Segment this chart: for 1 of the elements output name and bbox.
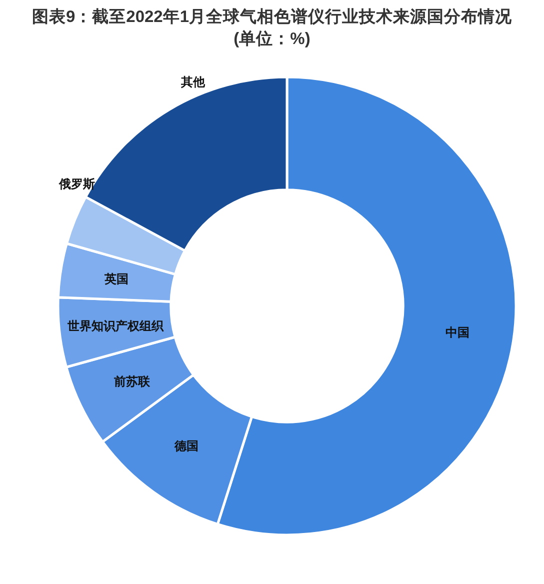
chart-title: 图表9：截至2022年1月全球气相色谱仪行业技术来源国分布情况(单位：%) — [30, 6, 514, 50]
